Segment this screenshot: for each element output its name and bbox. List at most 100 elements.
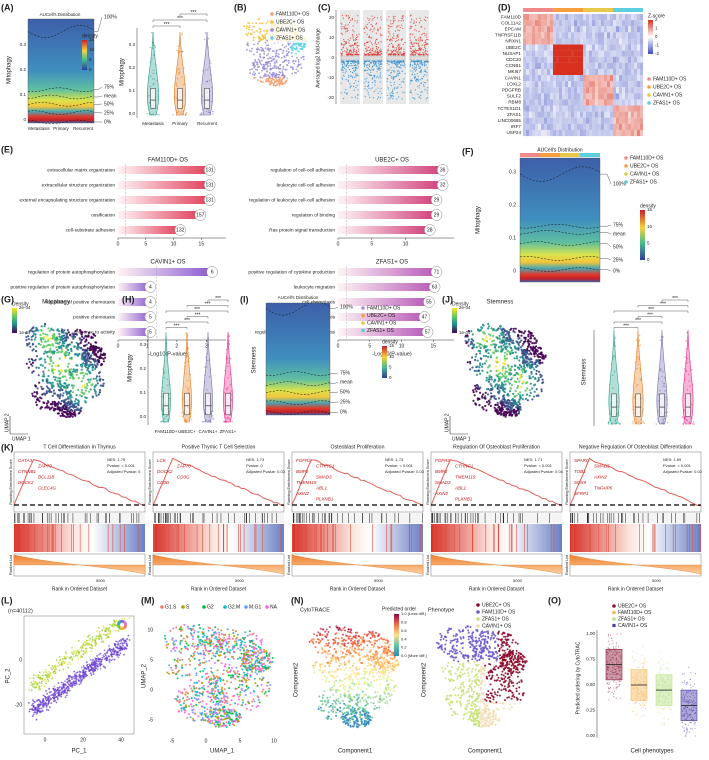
heat-cell xyxy=(547,75,551,82)
heat-cell xyxy=(532,93,536,100)
heat-cell xyxy=(631,38,635,45)
point xyxy=(522,357,525,360)
point xyxy=(505,380,508,383)
point xyxy=(186,349,188,351)
heat-cell xyxy=(541,14,545,21)
point xyxy=(490,395,493,398)
point xyxy=(71,370,75,373)
point xyxy=(400,60,403,63)
heat-cell xyxy=(526,123,530,130)
point xyxy=(411,25,413,28)
heat-cell xyxy=(565,87,569,94)
point xyxy=(389,20,392,22)
legend-tick: 0 xyxy=(647,257,650,262)
heat-cell xyxy=(556,105,560,112)
point xyxy=(256,51,258,54)
chart-title: AUCell's Distribution xyxy=(278,295,319,300)
heat-cell xyxy=(637,105,641,112)
point xyxy=(358,45,360,47)
heat-cell xyxy=(628,129,632,137)
heat-cell xyxy=(535,50,539,57)
point xyxy=(352,61,354,63)
heat-cell xyxy=(583,111,587,118)
heat-cell xyxy=(568,44,572,51)
point xyxy=(294,47,296,50)
point xyxy=(537,378,540,382)
point xyxy=(274,76,277,78)
heat-cell xyxy=(550,50,554,57)
point xyxy=(401,81,403,83)
heat-cell xyxy=(625,111,629,118)
point xyxy=(366,89,368,91)
point xyxy=(394,63,396,65)
point xyxy=(424,60,426,63)
heat-cell xyxy=(523,123,527,130)
heat-cell xyxy=(535,62,539,69)
heat-cell xyxy=(577,81,581,88)
point xyxy=(74,398,78,401)
heat-cell xyxy=(601,75,605,82)
point xyxy=(424,32,426,35)
point xyxy=(71,377,74,380)
heat-cell xyxy=(610,81,614,88)
point xyxy=(372,48,374,50)
point xyxy=(32,332,36,336)
point xyxy=(201,102,203,104)
point xyxy=(367,42,369,44)
point xyxy=(486,393,490,396)
point xyxy=(400,54,402,56)
heat-cell xyxy=(592,14,596,21)
point xyxy=(506,364,509,367)
heat-cell xyxy=(538,81,542,88)
point xyxy=(229,418,232,421)
point xyxy=(500,350,503,353)
heat-cell xyxy=(580,62,584,69)
heat-cell xyxy=(532,26,536,33)
subplot-title: CAVIN1+ OS xyxy=(150,260,185,266)
point xyxy=(97,371,101,375)
heat-cell xyxy=(541,50,545,57)
point xyxy=(67,343,70,347)
point xyxy=(300,43,303,45)
point xyxy=(400,46,402,48)
point xyxy=(92,346,95,349)
point xyxy=(358,33,360,35)
heat-cell xyxy=(592,117,596,124)
heat-cell xyxy=(610,32,614,39)
quantile-connector xyxy=(600,232,612,235)
point xyxy=(266,54,268,57)
legend-tick: 10 xyxy=(389,354,395,359)
heat-cell xyxy=(625,117,629,124)
heat-cell xyxy=(631,44,635,51)
heat-cell xyxy=(637,68,641,76)
point xyxy=(400,65,402,67)
point xyxy=(295,68,298,71)
heat-cell xyxy=(631,111,635,118)
term-label: external encapsulating structure organiz… xyxy=(20,197,116,203)
heat-cell xyxy=(586,38,590,45)
point xyxy=(344,72,346,74)
point xyxy=(529,391,532,395)
heat-cell xyxy=(601,62,605,69)
point xyxy=(365,48,367,50)
point xyxy=(281,73,284,76)
point xyxy=(396,65,398,67)
point xyxy=(510,327,513,330)
point xyxy=(176,77,179,80)
point xyxy=(69,405,72,408)
heat-cell xyxy=(640,75,644,82)
point xyxy=(517,347,520,350)
point xyxy=(501,369,504,372)
heat-cell xyxy=(637,14,641,21)
point xyxy=(51,381,54,384)
heat-cell xyxy=(631,87,635,94)
point xyxy=(260,63,263,66)
heat-cell xyxy=(559,105,563,112)
point xyxy=(265,61,268,64)
point xyxy=(152,72,154,75)
point xyxy=(249,72,252,75)
point xyxy=(370,54,372,56)
heat-cell xyxy=(619,75,623,82)
point xyxy=(268,48,270,51)
heat-cell xyxy=(628,44,632,51)
